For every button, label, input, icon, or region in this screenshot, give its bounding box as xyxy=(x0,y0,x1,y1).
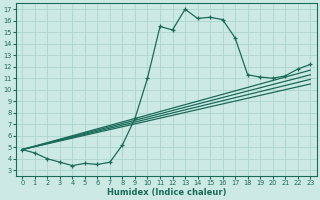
X-axis label: Humidex (Indice chaleur): Humidex (Indice chaleur) xyxy=(107,188,226,197)
